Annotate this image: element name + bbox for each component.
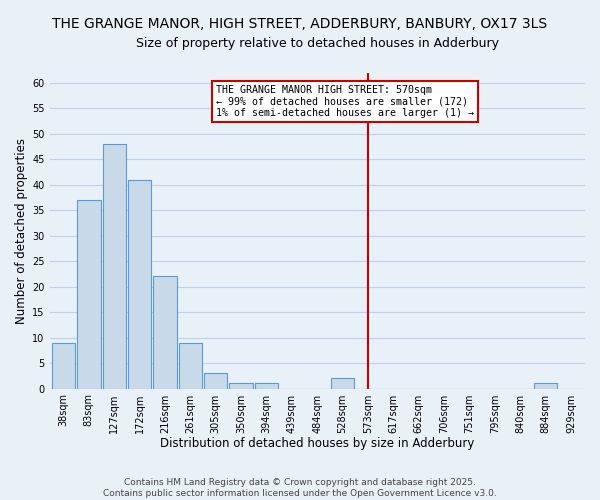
Bar <box>103 144 126 388</box>
Y-axis label: Number of detached properties: Number of detached properties <box>15 138 28 324</box>
Text: Contains HM Land Registry data © Crown copyright and database right 2025.
Contai: Contains HM Land Registry data © Crown c… <box>103 478 497 498</box>
Bar <box>179 342 202 388</box>
Bar <box>331 378 355 388</box>
Bar <box>255 384 278 388</box>
X-axis label: Distribution of detached houses by size in Adderbury: Distribution of detached houses by size … <box>160 437 475 450</box>
Bar <box>77 200 101 388</box>
Bar <box>204 374 227 388</box>
Title: Size of property relative to detached houses in Adderbury: Size of property relative to detached ho… <box>136 38 499 51</box>
Bar <box>534 384 557 388</box>
Bar <box>229 384 253 388</box>
Bar <box>128 180 151 388</box>
Text: THE GRANGE MANOR, HIGH STREET, ADDERBURY, BANBURY, OX17 3LS: THE GRANGE MANOR, HIGH STREET, ADDERBURY… <box>52 18 548 32</box>
Bar <box>52 342 75 388</box>
Bar <box>154 276 176 388</box>
Text: THE GRANGE MANOR HIGH STREET: 570sqm
← 99% of detached houses are smaller (172)
: THE GRANGE MANOR HIGH STREET: 570sqm ← 9… <box>216 85 474 118</box>
